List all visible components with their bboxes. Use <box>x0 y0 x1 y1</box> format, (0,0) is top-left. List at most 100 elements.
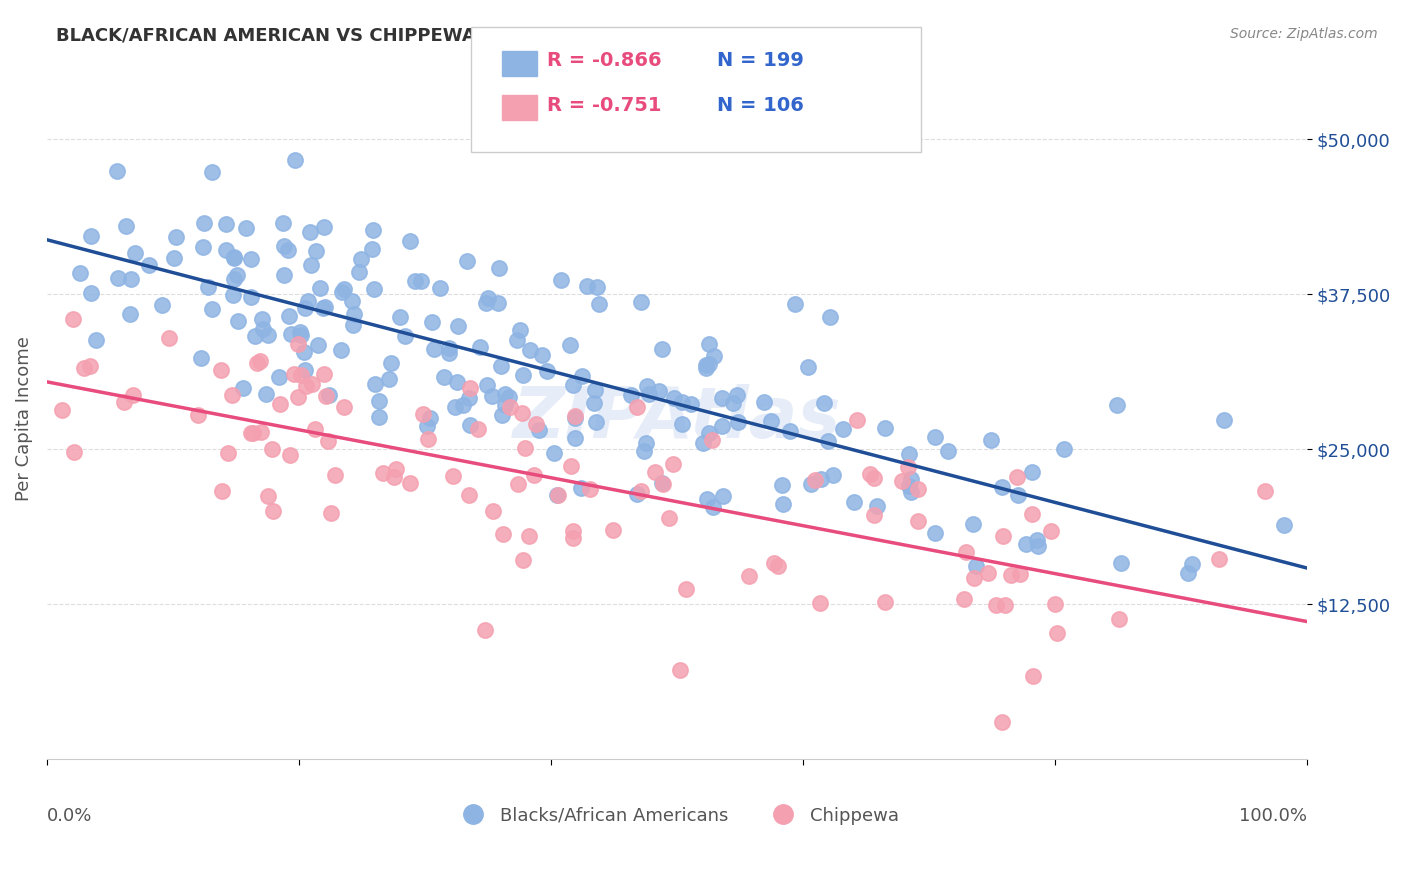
Chippewa <box>321 506 343 520</box>
Blacks/African Americans <box>120 272 142 286</box>
Chippewa <box>859 467 882 481</box>
Chippewa <box>630 483 652 498</box>
Chippewa <box>862 471 884 485</box>
Blacks/African Americans <box>271 216 294 230</box>
Blacks/African Americans <box>489 359 512 373</box>
Chippewa <box>562 531 585 545</box>
Blacks/African Americans <box>475 296 498 310</box>
Text: N = 106: N = 106 <box>717 95 804 115</box>
Chippewa <box>1254 483 1277 498</box>
Blacks/African Americans <box>530 348 553 362</box>
Chippewa <box>977 566 1000 580</box>
Blacks/African Americans <box>924 430 946 444</box>
Chippewa <box>262 442 284 457</box>
Text: BLACK/AFRICAN AMERICAN VS CHIPPEWA PER CAPITA INCOME CORRELATION CHART: BLACK/AFRICAN AMERICAN VS CHIPPEWA PER C… <box>56 27 907 45</box>
Blacks/African Americans <box>475 378 498 392</box>
Blacks/African Americans <box>201 165 224 179</box>
Blacks/African Americans <box>1007 488 1029 502</box>
Chippewa <box>512 406 534 420</box>
Blacks/African Americans <box>225 268 247 282</box>
Chippewa <box>79 359 101 373</box>
Chippewa <box>157 331 180 345</box>
Blacks/African Americans <box>831 422 853 436</box>
Chippewa <box>1039 524 1062 538</box>
Blacks/African Americans <box>201 301 224 316</box>
Chippewa <box>242 426 264 441</box>
Blacks/African Americans <box>702 500 724 514</box>
Chippewa <box>993 598 1015 612</box>
Blacks/African Americans <box>333 282 356 296</box>
Blacks/African Americans <box>307 338 329 352</box>
Chippewa <box>304 422 326 436</box>
Chippewa <box>418 432 440 446</box>
Chippewa <box>626 401 648 415</box>
Blacks/African Americans <box>423 342 446 356</box>
Blacks/African Americans <box>486 296 509 310</box>
Blacks/African Americans <box>363 282 385 296</box>
Chippewa <box>984 598 1007 612</box>
Blacks/African Americans <box>138 258 160 272</box>
Chippewa <box>474 624 496 638</box>
Blacks/African Americans <box>626 486 648 500</box>
Text: 0.0%: 0.0% <box>46 806 93 825</box>
Chippewa <box>1208 552 1230 566</box>
Blacks/African Americans <box>250 312 273 326</box>
Chippewa <box>239 426 262 441</box>
Chippewa <box>1005 470 1028 484</box>
Blacks/African Americans <box>586 280 609 294</box>
Blacks/African Americans <box>1272 518 1295 533</box>
Blacks/African Americans <box>783 296 806 310</box>
Blacks/African Americans <box>1109 556 1132 570</box>
Blacks/African Americans <box>446 375 468 389</box>
Chippewa <box>217 446 239 460</box>
Chippewa <box>963 571 986 585</box>
Blacks/African Americans <box>439 345 461 359</box>
Chippewa <box>283 367 305 381</box>
Blacks/African Americans <box>697 425 720 440</box>
Blacks/African Americans <box>419 411 441 425</box>
Blacks/African Americans <box>84 333 107 347</box>
Blacks/African Americans <box>648 384 671 398</box>
Blacks/African Americans <box>277 243 299 257</box>
Blacks/African Americans <box>222 250 245 264</box>
Blacks/African Americans <box>588 297 610 311</box>
Blacks/African Americans <box>550 273 572 287</box>
Blacks/African Americans <box>1177 566 1199 580</box>
Blacks/African Americans <box>564 431 586 445</box>
Blacks/African Americans <box>312 301 335 315</box>
Chippewa <box>62 312 84 326</box>
Chippewa <box>301 377 323 392</box>
Blacks/African Americans <box>1105 398 1128 412</box>
Chippewa <box>287 390 309 404</box>
Chippewa <box>738 568 761 582</box>
Blacks/African Americans <box>267 370 290 384</box>
Blacks/African Americans <box>924 526 946 541</box>
Blacks/African Americans <box>451 398 474 412</box>
Blacks/African Americans <box>571 369 593 384</box>
Blacks/African Americans <box>388 310 411 324</box>
Chippewa <box>121 388 143 402</box>
Chippewa <box>499 400 522 414</box>
Blacks/African Americans <box>273 268 295 283</box>
Blacks/African Americans <box>330 285 353 300</box>
Chippewa <box>257 489 280 503</box>
Blacks/African Americans <box>681 397 703 411</box>
Chippewa <box>412 407 434 421</box>
Blacks/African Americans <box>222 271 245 285</box>
Chippewa <box>508 476 530 491</box>
Chippewa <box>51 403 73 417</box>
Blacks/African Americans <box>494 398 516 412</box>
Chippewa <box>897 460 920 475</box>
Blacks/African Americans <box>290 328 312 343</box>
Blacks/African Americans <box>69 266 91 280</box>
Blacks/African Americans <box>433 369 456 384</box>
Chippewa <box>763 557 786 571</box>
Chippewa <box>564 409 586 424</box>
Chippewa <box>1043 597 1066 611</box>
Chippewa <box>1046 625 1069 640</box>
Chippewa <box>250 425 273 440</box>
Chippewa <box>290 368 312 383</box>
Blacks/African Americans <box>498 390 520 404</box>
Chippewa <box>492 527 515 541</box>
Blacks/African Americans <box>368 394 391 409</box>
